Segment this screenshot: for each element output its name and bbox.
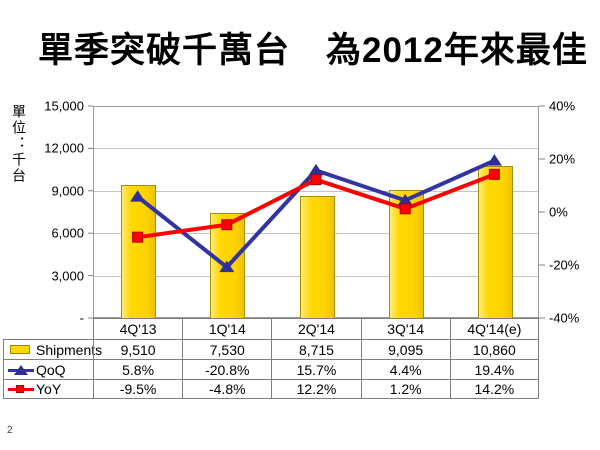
line-series-layer: [88, 105, 545, 319]
qoq-marker: [219, 260, 235, 273]
right-axis-tick-label: 40%: [549, 98, 576, 114]
qoq-legend-key: [8, 364, 34, 376]
value-cell: 19.4%: [449, 359, 539, 379]
yoy-marker: [399, 203, 411, 215]
yoy-legend-key: [8, 383, 34, 395]
legend-label: YoY: [36, 381, 62, 397]
legend-cell-qoq: QoQ: [3, 359, 93, 379]
page-number: 2: [7, 425, 13, 436]
value-cell: 9,510: [93, 339, 183, 359]
right-axis-tick-label: 20%: [549, 151, 576, 167]
legend-cell-yoy: YoY: [3, 379, 93, 399]
category-label: 1Q'14: [182, 318, 272, 339]
value-cell: -4.8%: [182, 379, 272, 399]
value-cell: 10,860: [449, 339, 539, 359]
shipments-bar-3Q'14: [388, 190, 424, 319]
legend-label: QoQ: [36, 361, 66, 378]
qoq-marker: [397, 193, 413, 206]
value-cell: 9,095: [360, 339, 450, 359]
left-axis-title: 單位：千台: [11, 104, 27, 184]
left-axis-tick-label: 3,000: [51, 268, 84, 284]
yoy-marker: [221, 219, 233, 231]
value-cell: 5.8%: [93, 359, 183, 379]
slide-title: 單季突破千萬台 為2012年來最佳: [38, 31, 588, 70]
shipments-legend-key: [8, 344, 34, 356]
value-cell: 14.2%: [449, 379, 539, 399]
value-cell: 12.2%: [271, 379, 361, 399]
legend-cell-shipments: Shipments: [3, 339, 102, 359]
value-cell: 7,530: [182, 339, 272, 359]
value-cell: -9.5%: [93, 379, 183, 399]
shipments-bar-4Q'14(e): [477, 165, 513, 319]
category-label: 4Q'14(e): [449, 318, 539, 339]
yoy-marker: [488, 168, 500, 180]
left-axis-tick-label: 9,000: [51, 183, 84, 199]
triangle-marker-icon: [14, 364, 28, 375]
legend-label: Shipments: [36, 341, 103, 358]
square-marker-icon: [16, 385, 24, 393]
bar-swatch-icon: [10, 344, 30, 354]
left-axis-tick-label: 15,000: [44, 98, 84, 114]
gridline: [94, 190, 538, 192]
chart-data-table: 4Q'13 1Q'14 2Q'14 3Q'14 4Q'14(e) Shipments 9,5…: [3, 318, 539, 399]
category-label: 4Q'13: [93, 318, 183, 339]
left-axis-tick-label: 12,000: [44, 140, 84, 156]
plot-area: [93, 106, 539, 319]
shipments-bar-2Q'14: [299, 195, 335, 319]
yoy-marker: [132, 231, 144, 243]
category-label: 3Q'14: [360, 318, 450, 339]
value-cell: 4.4%: [360, 359, 450, 379]
gridline: [94, 148, 538, 150]
right-axis-tick-label: 0%: [549, 204, 568, 220]
table-corner-spacer: [3, 318, 93, 339]
value-cell: 8,715: [271, 339, 361, 359]
left-axis-tick-label: -: [79, 310, 84, 326]
value-cell: 1.2%: [360, 379, 450, 399]
category-label: 2Q'14: [271, 318, 361, 339]
qoq-marker: [486, 154, 502, 166]
value-cell: -20.8%: [182, 359, 272, 379]
left-axis-tick-label: 6,000: [51, 225, 84, 241]
qoq-marker: [308, 163, 324, 176]
right-axis-tick-label: -20%: [549, 257, 580, 273]
yoy-marker: [310, 174, 322, 186]
right-axis-tick-label: -40%: [549, 310, 580, 326]
value-cell: 15.7%: [271, 359, 361, 379]
qoq-marker: [130, 190, 146, 202]
